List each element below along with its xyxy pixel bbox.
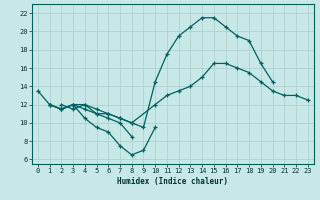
X-axis label: Humidex (Indice chaleur): Humidex (Indice chaleur) [117,177,228,186]
